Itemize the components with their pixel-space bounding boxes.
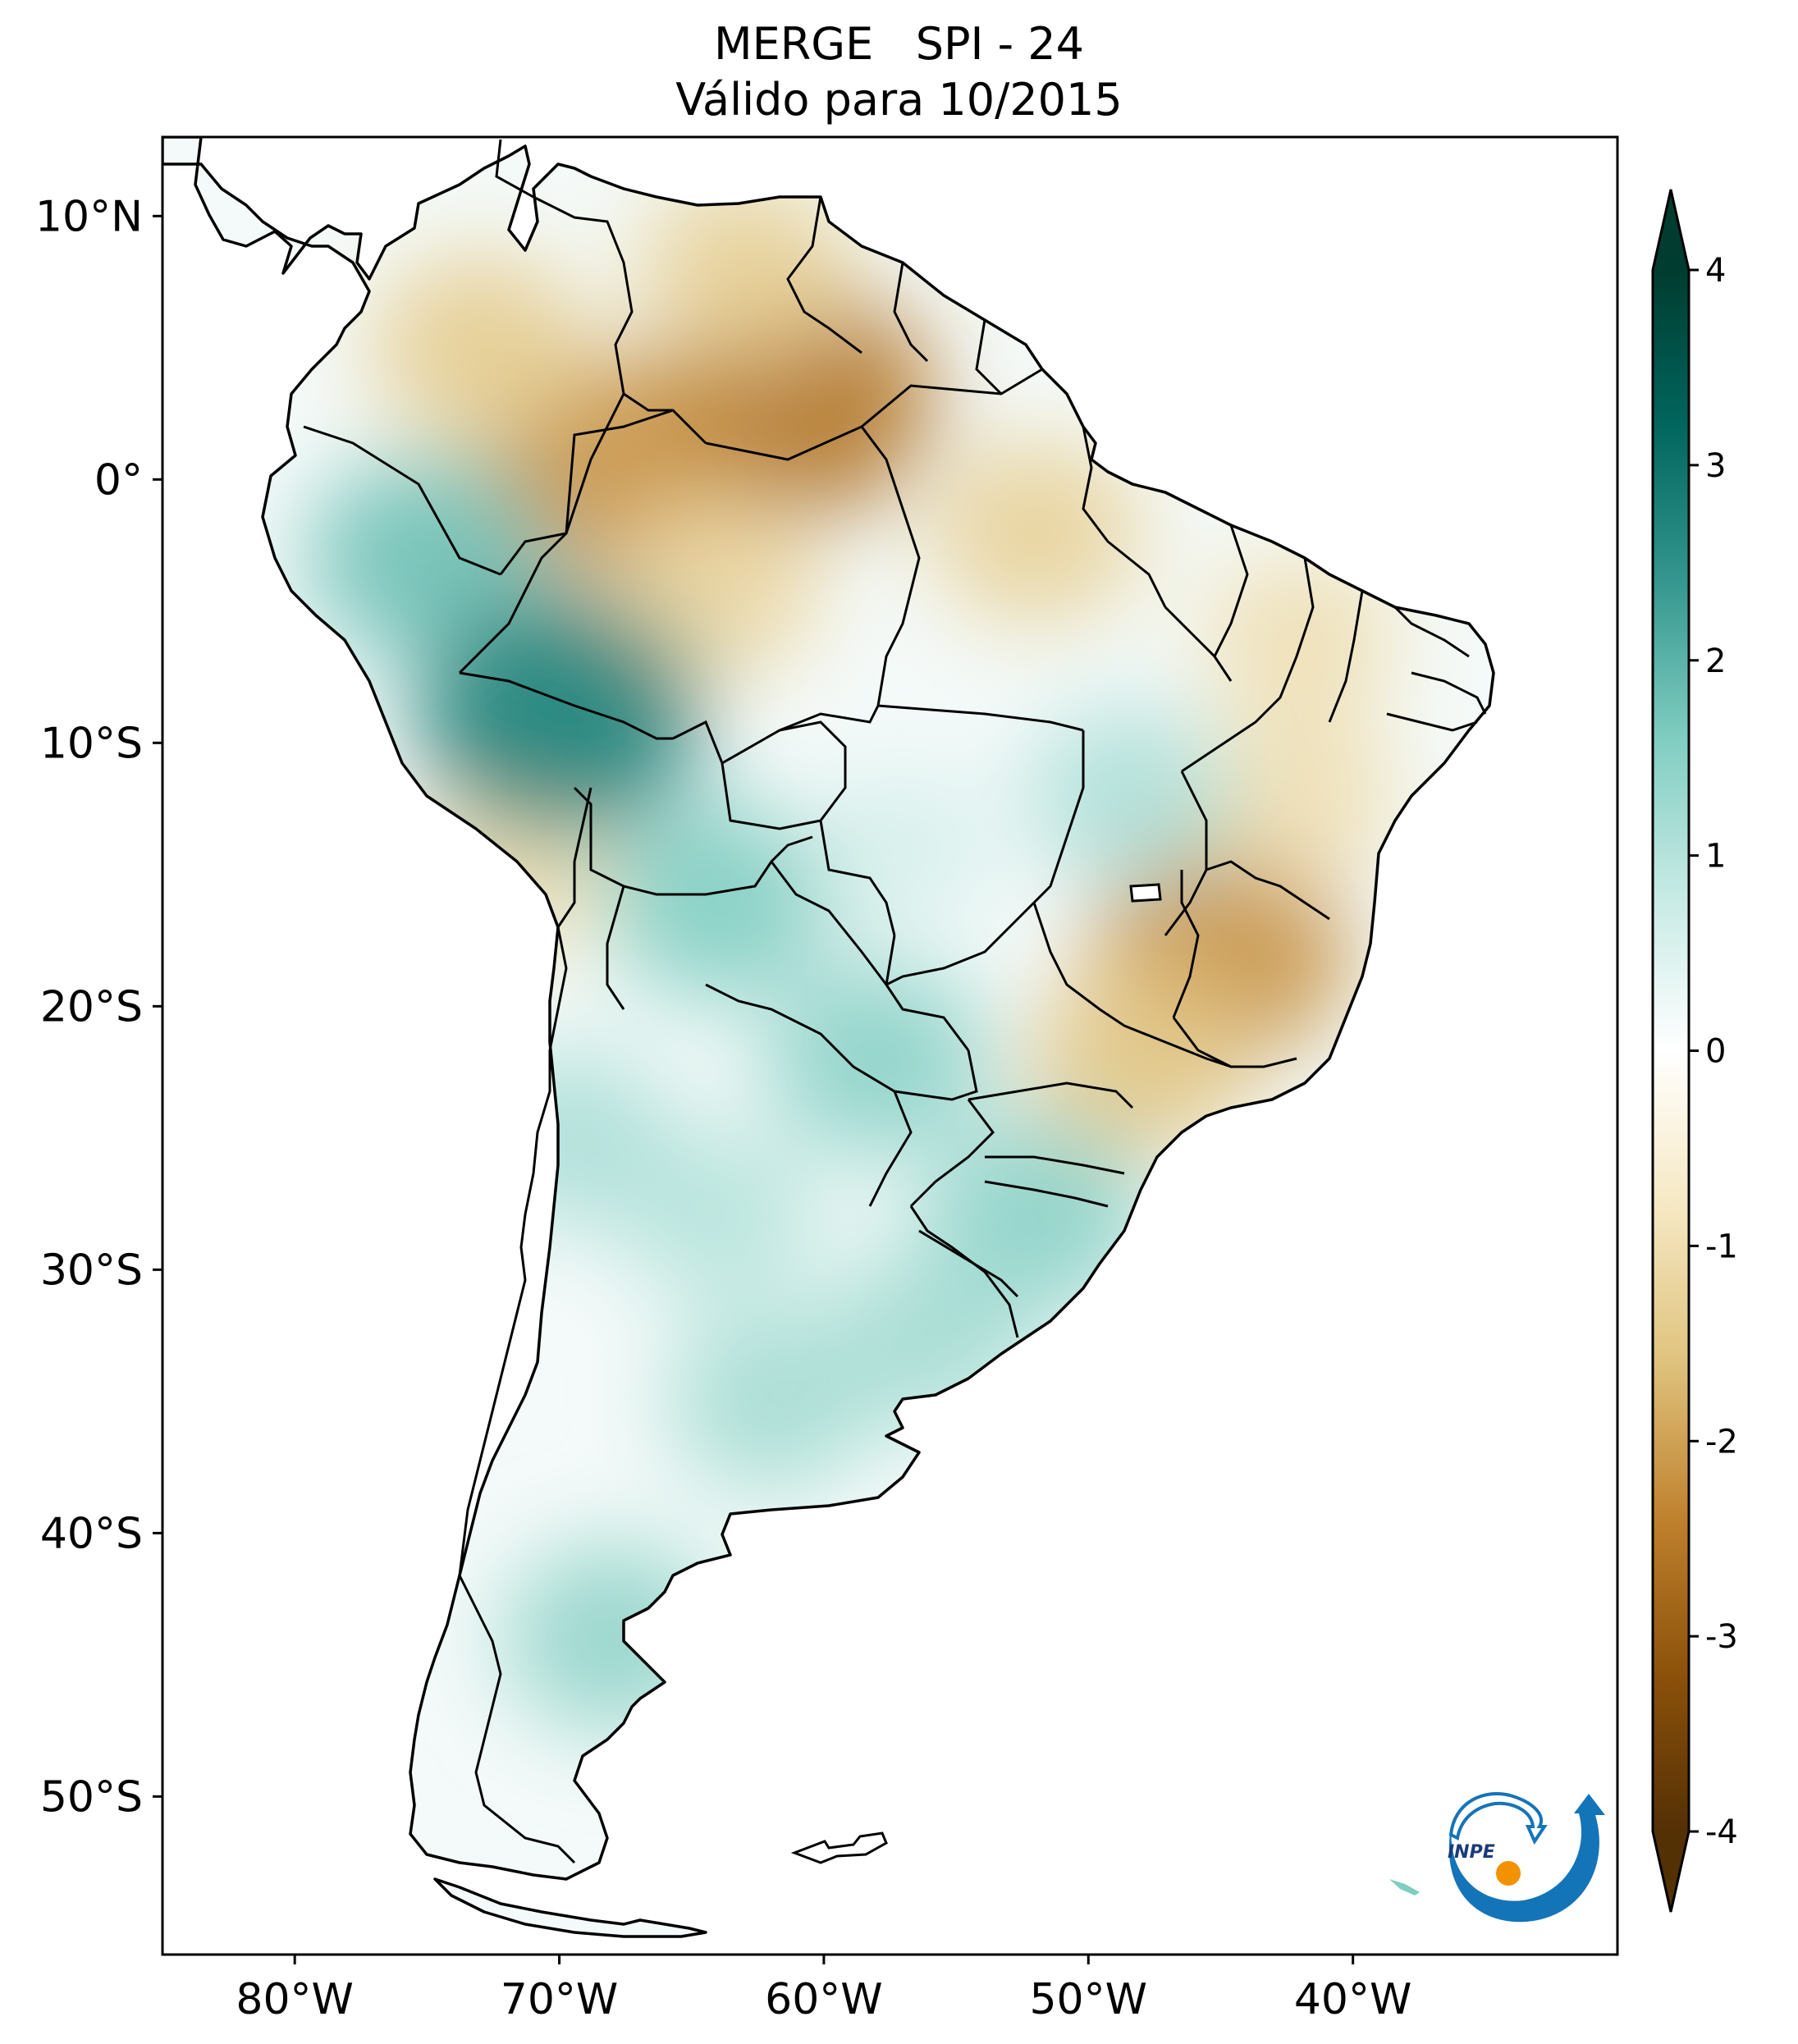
colorbar-tick-label: -4 xyxy=(1705,1813,1738,1851)
lon-tick-label: 70°W xyxy=(501,1975,619,2024)
border-line xyxy=(1386,712,1478,732)
border-line xyxy=(1181,557,1315,773)
border-line xyxy=(893,262,929,363)
colorbar-max-extend xyxy=(1653,190,1689,270)
border-line xyxy=(556,787,592,928)
border-line xyxy=(623,835,813,896)
border-line xyxy=(885,935,970,1051)
colorbar-tick-label: -1 xyxy=(1705,1228,1738,1265)
logo-orbit-icon xyxy=(1448,1792,1548,1845)
lat-tick-label: 20°S xyxy=(40,982,143,1031)
border-line xyxy=(1032,730,1085,904)
border-line xyxy=(1393,606,1470,658)
logo-sun-icon xyxy=(1496,1861,1521,1886)
border-line xyxy=(1213,524,1249,657)
border-line xyxy=(672,720,821,830)
anomaly-wet-paraguay xyxy=(766,963,988,1156)
anomaly-wet-ecuador-peru xyxy=(309,455,546,661)
map-title: MERGE SPI - 24 xyxy=(714,18,1084,70)
colorbar: 4 3 2 1 0 -1 -2 -3 -4 xyxy=(1651,189,1738,1913)
lon-tick-label: 50°W xyxy=(1029,1975,1147,2024)
border-line xyxy=(721,720,847,821)
falklands-outline xyxy=(790,1831,888,1864)
lat-tick-label: 40°S xyxy=(40,1509,143,1558)
border-line xyxy=(458,532,568,674)
logo-swoosh-icon xyxy=(1448,1794,1605,1923)
logo-text: INPE xyxy=(1448,1842,1495,1863)
border-line xyxy=(1328,590,1364,723)
border-line xyxy=(1032,902,1125,1027)
border-line xyxy=(573,786,624,888)
lon-tick-label: 60°W xyxy=(765,1975,883,2024)
colorbar-tick-label: 2 xyxy=(1705,642,1726,680)
border-line xyxy=(606,885,625,1010)
border-line xyxy=(458,926,576,1864)
colorbar-tick-label: 0 xyxy=(1705,1033,1726,1071)
border-line xyxy=(705,983,978,1101)
border-line xyxy=(459,671,673,740)
lat-tick-label: 10°N xyxy=(35,192,143,241)
anomaly-wet-mato-grosso xyxy=(814,770,992,926)
continent-outline xyxy=(162,137,1495,1938)
border-line xyxy=(909,1099,995,1208)
border-line xyxy=(984,1180,1109,1208)
border-line xyxy=(495,139,707,445)
border-line xyxy=(779,705,880,732)
border-line xyxy=(860,426,921,706)
border-line xyxy=(565,409,674,534)
lon-tick-label: 80°W xyxy=(236,1975,354,2024)
lon-tick-label: 40°W xyxy=(1294,1975,1412,2024)
border-line xyxy=(1082,426,1167,608)
border-line xyxy=(1411,671,1487,715)
anomaly-dry-nordeste xyxy=(1201,551,1399,724)
border-line xyxy=(1206,860,1330,921)
anomaly-wet-acre xyxy=(416,593,702,840)
south-georgia-mark xyxy=(1389,1879,1420,1895)
border-line xyxy=(968,1081,1134,1109)
colorbar-tick-label: 4 xyxy=(1705,252,1726,290)
border-line xyxy=(985,1155,1125,1175)
border-line xyxy=(1172,1017,1297,1068)
anomaly-wet-argentina-north xyxy=(619,1131,817,1304)
inpe-logo: INPE xyxy=(1448,1792,1605,1923)
map-subtitle: Válido para 10/2015 xyxy=(675,74,1123,126)
anomaly-dry-colombia xyxy=(371,253,588,442)
border-line xyxy=(918,1229,1019,1298)
border-line xyxy=(868,1091,913,1207)
colorbar-tick-label: -3 xyxy=(1705,1618,1738,1656)
anomaly-wet-pampas xyxy=(667,1310,875,1492)
anomaly-dry-amazonas-central xyxy=(614,494,821,675)
border-line xyxy=(1164,606,1233,682)
colorbar-body xyxy=(1653,270,1689,1831)
border-line xyxy=(975,319,1003,396)
border-line xyxy=(705,368,1043,461)
plot-frame xyxy=(161,135,1619,1956)
border-line xyxy=(1172,870,1200,1018)
anomaly-dry-sao-paulo xyxy=(1030,963,1252,1156)
anomaly-dry-venezuela xyxy=(638,176,851,362)
lat-tick-label: 0° xyxy=(94,455,143,505)
anomaly-wet-bolivia xyxy=(604,802,831,999)
anomaly-dry-bahia xyxy=(1201,709,1399,882)
border-line xyxy=(885,901,1036,986)
lat-tick-label: 10°S xyxy=(40,719,143,768)
anomaly-wet-tocantins xyxy=(1027,707,1229,885)
border-line xyxy=(770,861,888,985)
colorbar-tick-label: -2 xyxy=(1705,1423,1738,1461)
country-borders xyxy=(303,139,1487,1864)
border-line xyxy=(786,196,862,354)
lat-tick-label: 30°S xyxy=(40,1246,143,1295)
colorbar-min-extend xyxy=(1653,1831,1689,1912)
colorbar-tick-label: 1 xyxy=(1705,838,1726,876)
lat-tick-label: 50°S xyxy=(40,1772,143,1822)
border-line xyxy=(1123,1024,1232,1068)
border-line xyxy=(877,704,1084,732)
distrito-federal-outline xyxy=(1129,883,1162,903)
colorbar-tick-label: 3 xyxy=(1705,447,1726,485)
border-line xyxy=(303,425,501,576)
border-line xyxy=(819,820,896,936)
